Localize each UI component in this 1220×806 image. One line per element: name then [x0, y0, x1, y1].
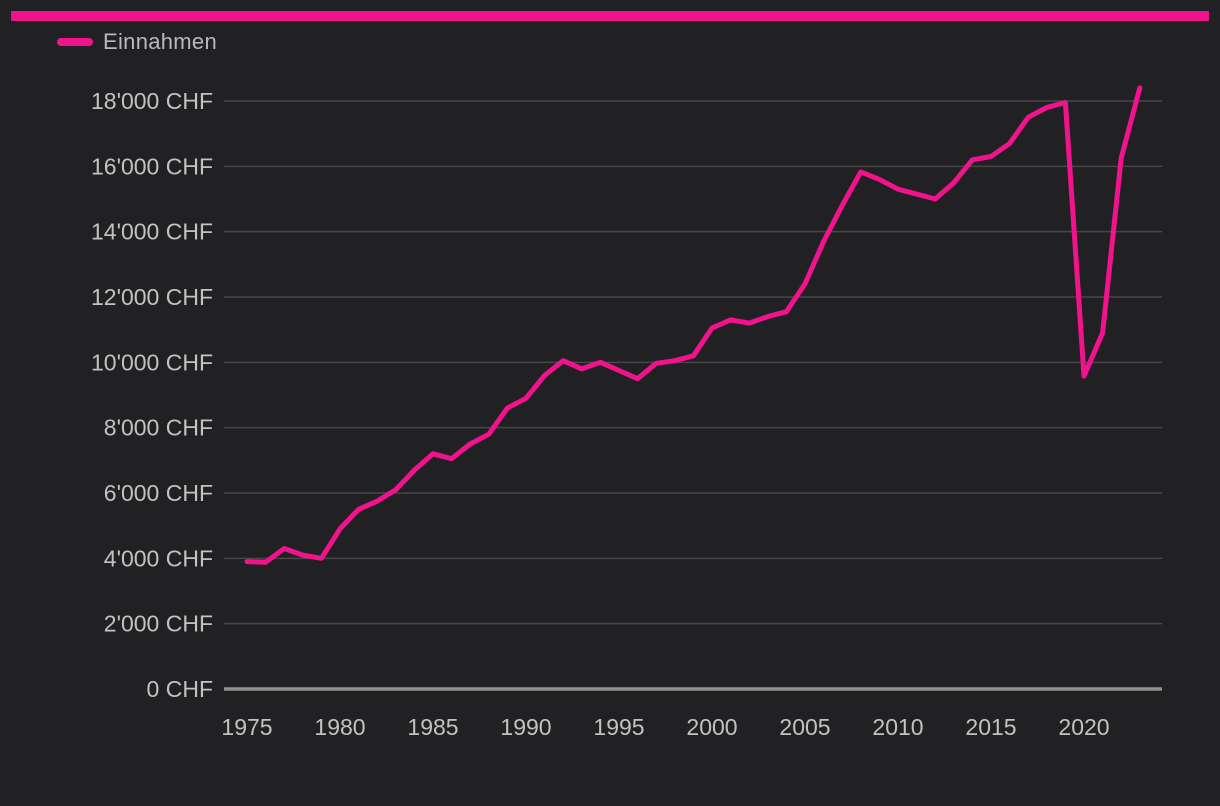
- y-tick-label: 0 CHF: [147, 676, 213, 702]
- y-tick-label: 4'000 CHF: [104, 545, 213, 571]
- x-tick-label: 2020: [1058, 714, 1109, 740]
- y-tick-label: 14'000 CHF: [91, 219, 213, 245]
- y-tick-label: 8'000 CHF: [104, 415, 213, 441]
- x-tick-label: 1990: [500, 714, 551, 740]
- x-tick-label: 2010: [872, 714, 923, 740]
- legend-label: Einnahmen: [103, 29, 217, 54]
- y-tick-label: 18'000 CHF: [91, 88, 213, 114]
- x-tick-label: 2015: [965, 714, 1016, 740]
- x-tick-label: 1985: [407, 714, 458, 740]
- y-tick-label: 12'000 CHF: [91, 284, 213, 310]
- series-line-einnahmen: [244, 85, 1143, 565]
- legend: Einnahmen: [57, 31, 217, 53]
- y-tick-label: 6'000 CHF: [104, 480, 213, 506]
- top-accent-bar: [11, 11, 1209, 21]
- x-tick-label: 1980: [314, 714, 365, 740]
- x-tick-label: 2000: [686, 714, 737, 740]
- legend-line-swatch: [57, 38, 93, 46]
- y-tick-label: 2'000 CHF: [104, 611, 213, 637]
- y-tick-label: 16'000 CHF: [91, 153, 213, 179]
- x-tick-label: 2005: [779, 714, 830, 740]
- x-tick-label: 1995: [593, 714, 644, 740]
- x-tick-label: 1975: [221, 714, 272, 740]
- y-tick-label: 10'000 CHF: [91, 349, 213, 375]
